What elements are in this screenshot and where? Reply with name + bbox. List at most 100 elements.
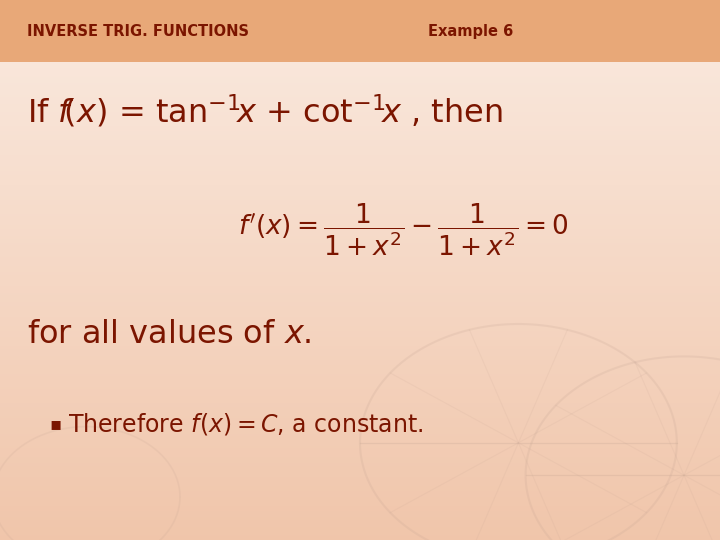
- Bar: [0, 205, 720, 207]
- Bar: [0, 69, 720, 70]
- Bar: [0, 417, 720, 420]
- Bar: [0, 528, 720, 529]
- Bar: [0, 39, 720, 42]
- Bar: [0, 261, 720, 263]
- Bar: [0, 335, 720, 336]
- Bar: [0, 509, 720, 511]
- Bar: [0, 4, 720, 5]
- Bar: [0, 448, 720, 450]
- Bar: [0, 79, 720, 81]
- Bar: [0, 471, 720, 474]
- Bar: [0, 376, 720, 378]
- Bar: [0, 270, 720, 272]
- Bar: [0, 380, 720, 382]
- Bar: [0, 221, 720, 223]
- Bar: [0, 142, 720, 144]
- Bar: [0, 66, 720, 69]
- Bar: [0, 333, 720, 335]
- Bar: [0, 416, 720, 417]
- Bar: [0, 211, 720, 212]
- Bar: [0, 250, 720, 252]
- Text: Example 6: Example 6: [428, 24, 513, 38]
- Bar: [0, 225, 720, 227]
- Bar: [0, 481, 720, 482]
- Bar: [0, 351, 720, 353]
- Bar: [0, 400, 720, 401]
- Text: INVERSE TRIG. FUNCTIONS: INVERSE TRIG. FUNCTIONS: [27, 24, 249, 38]
- Bar: [0, 110, 720, 112]
- Bar: [0, 484, 720, 486]
- Bar: [0, 18, 720, 20]
- Bar: [0, 281, 720, 282]
- Bar: [0, 70, 720, 72]
- Bar: [0, 231, 720, 232]
- Bar: [0, 241, 720, 243]
- Bar: [0, 245, 720, 247]
- Bar: [0, 254, 720, 255]
- Bar: [0, 396, 720, 398]
- Bar: [0, 336, 720, 339]
- Bar: [0, 133, 720, 135]
- Text: Therefore $f(x) = C$, a constant.: Therefore $f(x) = C$, a constant.: [68, 411, 424, 437]
- Bar: [0, 490, 720, 491]
- Bar: [0, 119, 720, 120]
- Bar: [0, 486, 720, 488]
- Bar: [0, 401, 720, 403]
- Bar: [0, 405, 720, 407]
- Bar: [0, 124, 720, 126]
- Bar: [0, 104, 720, 106]
- Bar: [0, 313, 720, 315]
- Bar: [0, 344, 720, 346]
- Text: for all values of $x$.: for all values of $x$.: [27, 319, 312, 350]
- Bar: [0, 394, 720, 396]
- Bar: [0, 457, 720, 459]
- Bar: [0, 34, 720, 36]
- Bar: [0, 209, 720, 211]
- Bar: [0, 306, 720, 308]
- Bar: [0, 479, 720, 481]
- Bar: [0, 302, 720, 304]
- Bar: [0, 72, 720, 74]
- Bar: [0, 137, 720, 139]
- Bar: [0, 259, 720, 261]
- Bar: [0, 309, 720, 312]
- Bar: [0, 367, 720, 369]
- Bar: [0, 434, 720, 436]
- Bar: [0, 239, 720, 241]
- Bar: [0, 346, 720, 347]
- Bar: [0, 31, 720, 32]
- Bar: [0, 112, 720, 113]
- Bar: [0, 439, 720, 441]
- Bar: [0, 11, 720, 12]
- Bar: [0, 308, 720, 309]
- Bar: [0, 475, 720, 477]
- Bar: [0, 144, 720, 146]
- Bar: [0, 292, 720, 293]
- Bar: [0, 464, 720, 466]
- Bar: [0, 81, 720, 83]
- Bar: [0, 535, 720, 536]
- Bar: [0, 212, 720, 214]
- Bar: [0, 459, 720, 461]
- Bar: [0, 378, 720, 380]
- Bar: [0, 22, 720, 23]
- Bar: [0, 297, 720, 299]
- Text: $f'(x) = \dfrac{1}{1+x^2} - \dfrac{1}{1+x^2} = 0$: $f'(x) = \dfrac{1}{1+x^2} - \dfrac{1}{1+…: [238, 201, 569, 258]
- Bar: [0, 513, 720, 515]
- Bar: [0, 196, 720, 198]
- Bar: [0, 191, 720, 193]
- Bar: [0, 158, 720, 160]
- Bar: [0, 322, 720, 324]
- Bar: [0, 461, 720, 463]
- Bar: [0, 286, 720, 288]
- Bar: [0, 27, 720, 29]
- Bar: [0, 290, 720, 292]
- Bar: [0, 38, 720, 39]
- Bar: [0, 355, 720, 356]
- Bar: [0, 531, 720, 533]
- Bar: [0, 247, 720, 248]
- Bar: [0, 360, 720, 362]
- Bar: [0, 491, 720, 493]
- Bar: [0, 83, 720, 85]
- Bar: [0, 427, 720, 428]
